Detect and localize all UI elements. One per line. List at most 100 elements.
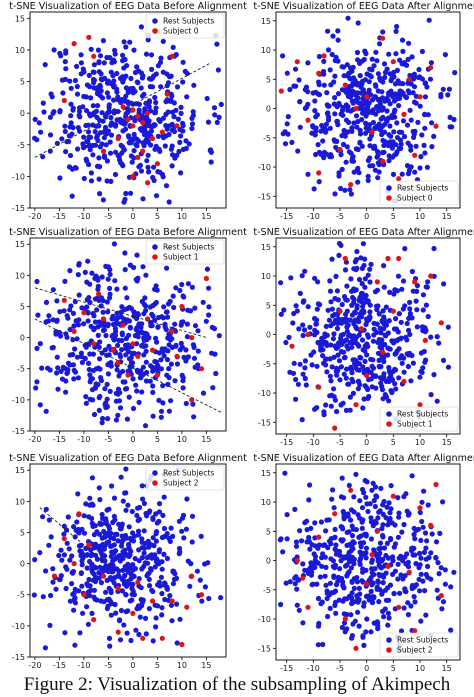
rest-subject-point: [153, 99, 159, 106]
rest-subject-point: [113, 417, 119, 423]
subject-point: [337, 146, 343, 153]
rest-subject-point: [375, 626, 381, 632]
rest-subject-point: [325, 117, 332, 123]
rest-subject-point: [114, 320, 120, 327]
rest-subject-point: [346, 569, 352, 575]
rest-subject-point: [126, 332, 132, 338]
rest-subject-point: [85, 309, 91, 315]
rest-subject-point: [345, 107, 351, 113]
rest-subject-point: [78, 52, 84, 58]
rest-subject-point: [393, 367, 399, 373]
rest-subject-point: [448, 584, 454, 590]
rest-subject-point: [378, 339, 384, 345]
rest-subject-point: [100, 38, 106, 44]
rest-subject-point: [341, 131, 347, 137]
rest-subject-point: [113, 390, 119, 396]
rest-subject-point: [377, 375, 383, 381]
rest-subject-point: [308, 560, 314, 566]
rest-subject-point: [167, 593, 173, 599]
rest-subject-point: [146, 169, 152, 175]
rest-subject-point: [95, 103, 101, 109]
rest-subject-point: [376, 599, 382, 605]
rest-subject-point: [348, 276, 354, 282]
rest-subject-point: [369, 582, 375, 588]
rest-subject-point: [423, 612, 429, 618]
rest-subject-point: [380, 580, 386, 586]
rest-subject-point: [57, 50, 63, 56]
rest-subject-point: [336, 170, 342, 176]
rest-subject-point: [361, 309, 367, 315]
rest-subject-point: [362, 130, 369, 136]
rest-subject-point: [365, 395, 371, 401]
subject-point: [342, 616, 348, 622]
y-tick-label: -10: [12, 622, 25, 631]
rest-subject-point: [71, 607, 77, 613]
rest-subject-point: [355, 386, 361, 392]
rest-subject-point: [49, 94, 55, 100]
rest-subject-point: [313, 151, 319, 158]
rest-subject-point: [424, 538, 430, 544]
rest-subject-point: [136, 631, 142, 638]
subject-point: [385, 563, 391, 570]
rest-subject-point: [338, 332, 344, 338]
rest-subject-point: [283, 580, 289, 586]
rest-subject-point: [100, 415, 106, 422]
rest-subject-point: [84, 304, 90, 310]
rest-subject-point: [406, 90, 412, 96]
rest-subject-point: [50, 566, 56, 572]
rest-subject-point: [37, 341, 43, 347]
rest-subject-point: [428, 334, 434, 340]
subject-point: [433, 123, 439, 129]
rest-subject-point: [333, 542, 339, 548]
rest-subject-point: [368, 588, 374, 595]
rest-subject-point: [118, 543, 125, 549]
rest-subject-point: [375, 152, 381, 158]
rest-subject-point: [313, 321, 319, 327]
rest-subject-point: [305, 304, 311, 310]
rest-subject-point: [383, 570, 389, 576]
rest-subject-point: [328, 378, 334, 384]
rest-subject-point: [94, 307, 100, 313]
rest-subject-point: [387, 123, 393, 129]
rest-subject-point: [315, 142, 321, 148]
rest-subject-point: [294, 602, 300, 608]
subject-point: [115, 135, 121, 142]
rest-subject-point: [410, 360, 416, 366]
rest-subject-point: [203, 318, 209, 324]
rest-subject-point: [385, 522, 391, 528]
rest-subject-point: [344, 542, 350, 549]
rest-subject-point: [361, 600, 367, 606]
rest-subject-point: [374, 58, 380, 64]
rest-subject-point: [404, 337, 410, 343]
rest-subject-point: [340, 598, 346, 604]
rest-subject-point: [397, 355, 403, 361]
rest-subject-point: [331, 79, 337, 85]
rest-subject-point: [347, 76, 353, 82]
rest-subject-point: [147, 378, 153, 384]
rest-subject-point: [384, 540, 390, 546]
rest-subject-point: [363, 113, 369, 119]
rest-subject-point: [186, 141, 192, 147]
rest-subject-point: [332, 526, 338, 533]
rest-subject-point: [123, 85, 129, 91]
rest-subject-point: [115, 412, 121, 418]
rest-subject-point: [159, 612, 165, 618]
rest-subject-point: [365, 343, 371, 350]
rest-subject-point: [293, 539, 300, 545]
legend-box: [145, 239, 225, 265]
rest-subject-point: [327, 373, 333, 379]
rest-subject-point: [446, 86, 452, 92]
rest-subject-point: [147, 84, 153, 90]
rest-subject-point: [392, 107, 398, 113]
rest-subject-point: [391, 74, 397, 80]
rest-subject-point: [327, 605, 333, 612]
legend-box: [379, 632, 459, 658]
rest-subject-point: [87, 379, 93, 385]
rest-subject-point: [144, 555, 150, 561]
rest-subject-point: [407, 306, 413, 312]
rest-subject-point: [445, 92, 451, 98]
rest-subject-point: [135, 528, 142, 534]
rest-subject-point: [351, 585, 357, 592]
rest-subject-point: [80, 145, 87, 151]
subject-point: [342, 255, 348, 262]
